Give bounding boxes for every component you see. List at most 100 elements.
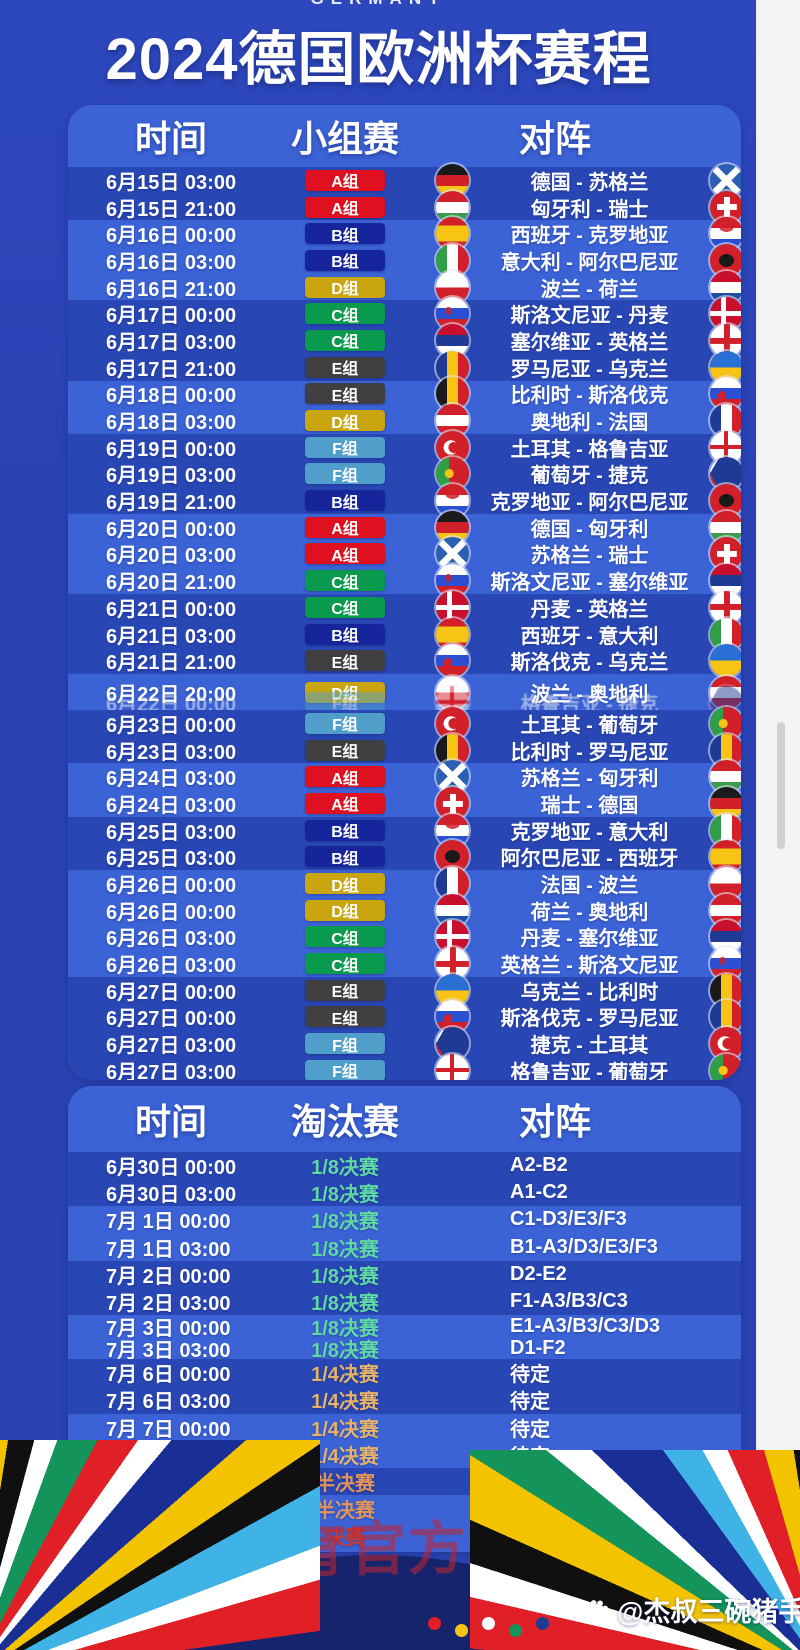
- matchup-code: 待定: [510, 1418, 550, 1441]
- group-row: 6月25日 03:00 B组 阿尔巴尼亚 - 西班牙: [68, 840, 741, 874]
- matchup-text: 丹麦 - 塞尔维亚: [520, 928, 659, 951]
- group-row: 6月17日 21:00 E组 罗马尼亚 - 乌克兰: [68, 350, 741, 384]
- flag-dot-decor: [455, 1624, 468, 1637]
- group-row: 6月27日 00:00 E组 乌克兰 - 比利时: [68, 973, 741, 1007]
- match-time: 6月27日 03:00: [106, 1035, 237, 1058]
- page-title: 2024德国欧洲杯赛程: [105, 27, 652, 92]
- group-badge: B组: [305, 623, 385, 645]
- matchup-code: A1-C2: [510, 1181, 568, 1204]
- matchup-code: F1-A3/B3/C3: [510, 1290, 628, 1313]
- match-time: 6月16日 03:00: [106, 251, 237, 274]
- matchup-text: 波兰 - 荷兰: [540, 278, 639, 301]
- stage-label: 1/4决赛: [311, 1364, 379, 1387]
- away-flag-icon: [710, 590, 741, 624]
- match-time: 6月26日 00:00: [106, 875, 237, 898]
- matchup-text: 乌克兰 - 比利时: [520, 981, 659, 1004]
- column-header-matchup: 对阵: [518, 1101, 591, 1142]
- matchup-text: 罗马尼亚 - 乌克兰: [510, 358, 669, 381]
- away-flag-icon: [710, 1053, 741, 1080]
- knockout-row: 7月 6日 03:00 1/4决赛 待定: [68, 1386, 741, 1414]
- match-time: 6月19日 00:00: [106, 438, 237, 461]
- match-time: 6月27日 00:00: [106, 1008, 237, 1031]
- group-badge: F组: [305, 1059, 385, 1080]
- match-time: 6月18日 03:00: [106, 412, 237, 435]
- matchup-text: 格鲁吉亚 - 葡萄牙: [510, 1061, 669, 1080]
- matchup-text: 西班牙 - 意大利: [520, 625, 659, 648]
- matchup-code: D1-F2: [510, 1336, 566, 1359]
- group-badge: A组: [305, 543, 385, 565]
- knockout-row: 6月30日 03:00 1/8决赛 A1-C2: [68, 1179, 741, 1207]
- knockout-row: 7月 2日 00:00 1/8决赛 D2-E2: [68, 1260, 741, 1288]
- knockout-row: 7月 2日 03:00 1/8决赛 F1-A3/B3/C3: [68, 1287, 741, 1316]
- euro-ribbon-left-decor: [0, 1440, 320, 1650]
- matchup-text: 阿尔巴尼亚 - 西班牙: [500, 848, 679, 871]
- match-time: 6月16日 21:00: [106, 278, 237, 301]
- home-flag-icon: [436, 760, 469, 794]
- matchup-text: 匈牙利 - 瑞士: [530, 198, 649, 221]
- matchup-text: 西班牙 - 克罗地亚: [510, 225, 669, 248]
- group-badge: C组: [305, 303, 385, 325]
- group-badge: E组: [305, 1006, 385, 1028]
- matchup-text: 比利时 - 斯洛伐克: [510, 385, 669, 408]
- match-time: 6月19日 03:00: [106, 465, 237, 488]
- away-flag-icon: [710, 644, 741, 678]
- matchup-code: 待定: [510, 1391, 550, 1414]
- group-badge: A组: [305, 516, 385, 538]
- match-time: 6月20日 00:00: [106, 518, 237, 541]
- stage-label: 决赛: [325, 1527, 365, 1550]
- stage-label: 1/8决赛: [311, 1339, 379, 1362]
- knockout-rows: 6月30日 00:00 1/8决赛 A2-B2 6月30日 03:00 1/8决赛 A1-…: [68, 1152, 741, 1549]
- matchup-code: D2-E2: [510, 1262, 567, 1285]
- group-badge: F组: [305, 436, 385, 458]
- match-time: 7月 7日 00:00: [106, 1418, 231, 1441]
- stage-label: 1/8决赛: [311, 1293, 379, 1316]
- scrollbar-track[interactable]: [756, 0, 800, 1650]
- matchup-text: 克罗地亚 - 意大利: [510, 821, 669, 844]
- knockout-row: 7月 3日 03:00 1/8决赛 D1-F2: [68, 1336, 741, 1362]
- matchup-text: 波兰 - 奥地利: [530, 683, 649, 706]
- matchup-text: 斯洛伐克 - 乌克兰: [510, 652, 669, 675]
- match-time: 6月24日 03:00: [106, 768, 237, 791]
- matchup-text: 斯洛伐克 - 罗马尼亚: [500, 1008, 679, 1031]
- group-badge: F组: [305, 1033, 385, 1055]
- matchup-code: E1-A3/B3/C3/D3: [510, 1314, 661, 1337]
- home-flag-icon: [436, 644, 469, 678]
- knockout-row: 7月 1日 03:00 1/8决赛 B1-A3/D3/E3/F3: [68, 1234, 741, 1261]
- group-row: 6月20日 00:00 A组 德国 - 匈牙利: [68, 510, 741, 544]
- column-header-knockout: 淘汰赛: [290, 1101, 399, 1142]
- matchup-code: 待定: [510, 1364, 550, 1387]
- matchup-text: 苏格兰 - 匈牙利: [520, 768, 659, 791]
- knockout-row: 7月 7日 00:00 1/4决赛 待定: [68, 1414, 741, 1441]
- match-time: 6月22日 20:00: [106, 683, 237, 706]
- match-time: 6月26日 03:00: [106, 955, 237, 978]
- match-time: 6月25日 03:00: [106, 848, 237, 871]
- match-time: 6月27日 03:00: [106, 1061, 237, 1080]
- group-row: 6月26日 03:00 C组 英格兰 - 斯洛文尼亚: [68, 947, 741, 981]
- matchup-text: 土耳其 - 格鲁吉亚: [510, 438, 669, 461]
- group-badge: E组: [305, 739, 385, 761]
- knockout-table-header: 时间 淘汰赛 对阵: [68, 1086, 741, 1152]
- flag-dot-decor: [428, 1617, 441, 1630]
- group-badge: B组: [305, 249, 385, 271]
- flag-dot-decor: [482, 1617, 495, 1630]
- match-time: 6月21日 03:00: [106, 625, 237, 648]
- match-time: 6月20日 03:00: [106, 545, 237, 568]
- stage-label: 1/4决赛: [311, 1445, 379, 1468]
- match-time: 6月17日 00:00: [106, 305, 237, 328]
- stage-label: 半决赛: [315, 1472, 375, 1495]
- match-time: 7月 3日 03:00: [106, 1339, 231, 1362]
- matchup-text: 荷兰 - 奥地利: [530, 901, 649, 924]
- flag-dot-decor: [536, 1617, 549, 1630]
- group-badge: C组: [305, 926, 385, 948]
- group-badge: B组: [305, 223, 385, 245]
- match-time: 6月25日 03:00: [106, 821, 237, 844]
- column-header-group-stage: 小组赛: [290, 118, 399, 159]
- away-flag-icon: [710, 675, 741, 709]
- schedule-poster: GERMANY 2024德国欧洲杯赛程 时间 小组赛 对阵 6月15日 03:0…: [0, 0, 757, 1650]
- group-row: 6月16日 00:00 B组 西班牙 - 克罗地亚: [68, 217, 741, 251]
- matchup-text: 奥地利 - 法国: [530, 412, 649, 435]
- group-row: 6月23日 03:00 E组 比利时 - 罗马尼亚: [68, 733, 741, 767]
- scrollbar-thumb[interactable]: [777, 722, 785, 849]
- group-badge: C组: [305, 953, 385, 975]
- matchup-text: 苏格兰 - 瑞士: [530, 545, 649, 568]
